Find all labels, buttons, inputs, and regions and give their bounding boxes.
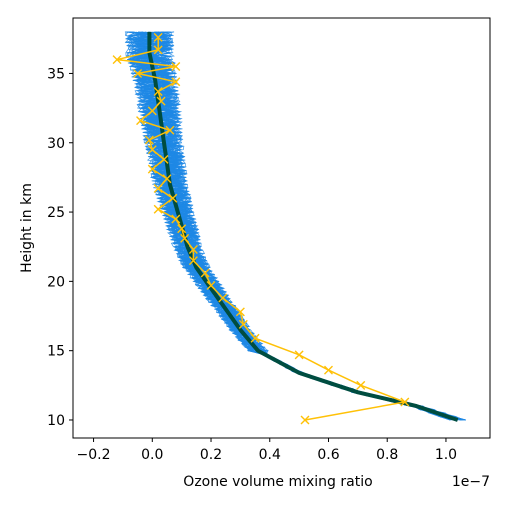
retrieval-point — [159, 154, 169, 164]
retrieval-point — [133, 68, 143, 78]
retrieval-layer — [112, 32, 410, 425]
retrieval-point — [188, 244, 198, 254]
retrieval-point — [218, 293, 228, 303]
retrieval-point — [188, 256, 198, 266]
retrieval-point — [171, 214, 181, 224]
x-axis-ticks: −0.2 0.0 0.2 0.4 0.6 0.8 1.0 — [77, 438, 457, 463]
y-tick-label: 10 — [47, 413, 65, 429]
retrieval-point — [153, 86, 163, 96]
retrieval-point — [147, 145, 157, 155]
axes-frame — [72, 17, 491, 439]
retrieval-point — [206, 281, 216, 291]
retrieval-point — [171, 77, 181, 87]
retrieval-point — [180, 233, 190, 243]
retrieval-point — [300, 415, 310, 425]
retrieval-point — [235, 307, 245, 317]
retrieval-point — [112, 55, 122, 65]
x-tick-label: 0.4 — [259, 447, 281, 463]
retrieval-point — [294, 350, 304, 360]
x-axis-scale-label: 1e−7 — [452, 474, 490, 490]
retrieval-point — [147, 106, 157, 116]
retrieval-point — [356, 380, 366, 390]
retrieval-point — [250, 333, 260, 343]
y-tick-label: 35 — [47, 66, 65, 82]
retrieval-point — [144, 135, 154, 145]
y-axis-ticks: 10 15 20 25 30 35 — [47, 66, 73, 429]
retrieval-point — [147, 164, 157, 174]
x-axis-label: Ozone volume mixing ratio — [183, 474, 372, 490]
retrieval-point — [171, 62, 181, 72]
true-profile-line — [147, 31, 459, 422]
retrieval-point — [153, 32, 163, 42]
retrieval-point — [177, 224, 187, 234]
retrieval-point — [323, 365, 333, 375]
retrieval-point — [153, 204, 163, 214]
x-tick-label: −0.2 — [77, 447, 111, 463]
retrieval-point — [156, 96, 166, 106]
retrieval-point — [168, 193, 178, 203]
x-tick-label: 0.6 — [317, 447, 339, 463]
retrieval-point — [136, 116, 146, 126]
y-tick-label: 25 — [47, 205, 65, 221]
x-tick-label: 0.0 — [141, 447, 163, 463]
true-profile-layer — [147, 31, 459, 422]
retrieval-point — [153, 184, 163, 193]
x-tick-label: 0.2 — [200, 447, 222, 463]
retrieval-point — [238, 319, 248, 329]
y-tick-label: 30 — [47, 136, 65, 152]
retrieval-point — [162, 174, 172, 184]
retrieval-point — [200, 268, 210, 278]
y-tick-label: 20 — [47, 274, 65, 290]
y-axis-label: Height in km — [19, 183, 35, 273]
y-tick-label: 15 — [47, 344, 65, 360]
x-tick-label: 0.8 — [376, 447, 398, 463]
retrieval-point — [400, 397, 410, 407]
x-tick-label: 1.0 — [435, 447, 457, 463]
retrieval-point — [153, 45, 163, 55]
retrieval-point — [165, 125, 175, 135]
